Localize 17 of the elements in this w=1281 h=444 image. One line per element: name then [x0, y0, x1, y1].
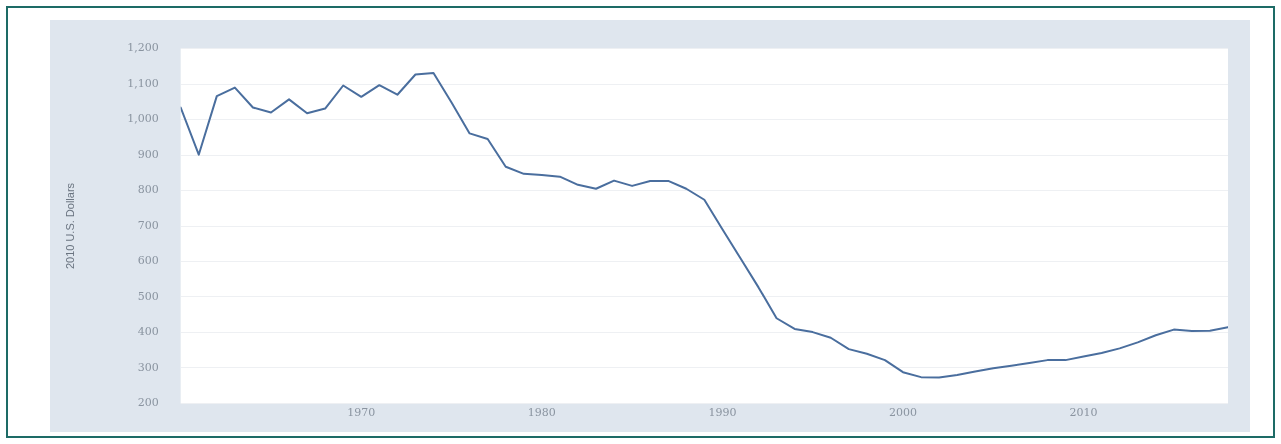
- y-tick-label: 700: [137, 218, 159, 232]
- y-tick-label: 200: [137, 396, 159, 410]
- y-tick-label: 1,000: [127, 112, 159, 126]
- y-tick-label: 400: [137, 325, 159, 339]
- y-axis-title: 2010 U.S. Dollars: [63, 182, 76, 270]
- x-tick-label: 2000: [888, 405, 917, 419]
- y-tick-label: 1,100: [127, 76, 159, 90]
- x-tick-label: 1990: [708, 405, 737, 419]
- y-tick-label: 1,200: [127, 41, 159, 55]
- y-tick-label: 500: [137, 289, 159, 303]
- y-tick-label: 600: [137, 254, 159, 268]
- y-tick-label: 800: [137, 183, 159, 197]
- x-tick-label: 1970: [347, 405, 376, 419]
- x-tick-label: 2010: [1069, 405, 1098, 419]
- y-tick-label: 300: [137, 360, 159, 374]
- x-tick-label: 1980: [527, 405, 556, 419]
- y-tick-label: 900: [137, 147, 159, 161]
